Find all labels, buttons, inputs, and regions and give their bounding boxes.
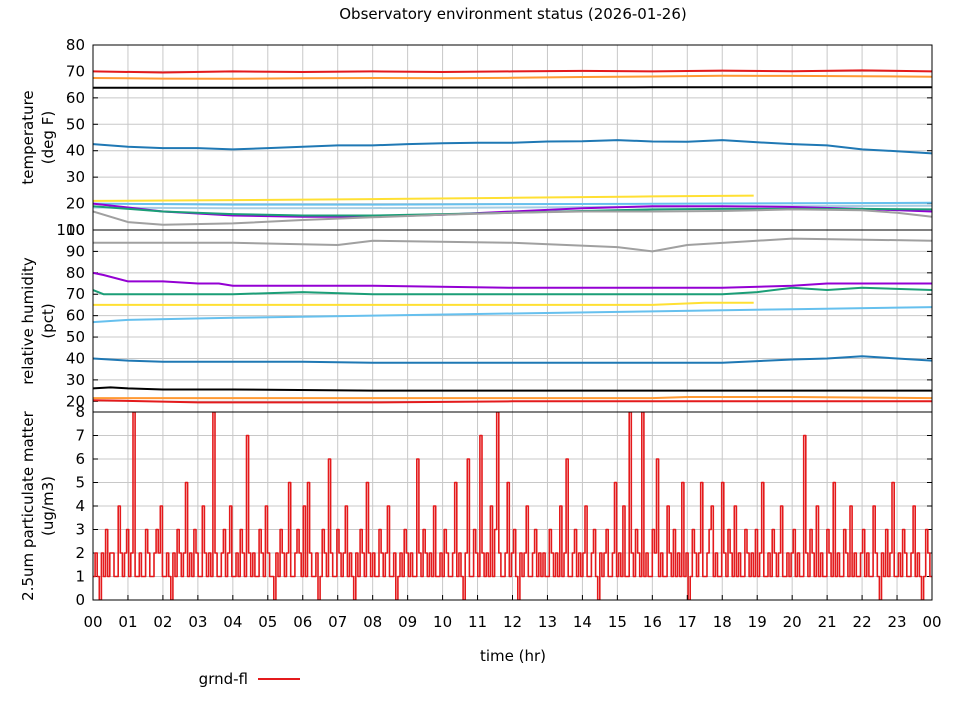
x-tick-label: 08 [363, 613, 382, 631]
y-tick-label: 40 [66, 349, 85, 367]
x-tick-label: 16 [643, 613, 662, 631]
y-tick-label: 0 [75, 591, 85, 609]
x-tick-label: 00 [83, 613, 102, 631]
series-line-temperature-0 [93, 69, 932, 74]
y-tick-label: 10 [66, 221, 85, 239]
x-tick-label: 21 [818, 613, 837, 631]
x-tick-label: 23 [887, 613, 906, 631]
x-axis-label: time (hr) [480, 647, 546, 665]
series-line-temperature-3 [93, 139, 932, 155]
x-tick-label: 07 [328, 613, 347, 631]
series-line-humidity-1 [93, 271, 932, 289]
y-tick-label: 30 [66, 371, 85, 389]
y-tick-label: 70 [66, 285, 85, 303]
y-tick-label: 20 [66, 392, 85, 410]
y-tick-label: 100 [56, 221, 85, 239]
y-tick-label: 4 [75, 497, 85, 515]
y-axis-label-line: relative humidity [19, 257, 37, 385]
x-tick-label: 18 [713, 613, 732, 631]
y-tick-label: 70 [66, 62, 85, 80]
series-line-humidity-0 [93, 237, 932, 253]
series-line-temperature-7 [93, 202, 932, 218]
y-tick-label: 60 [66, 307, 85, 325]
series-line-temperature-5 [93, 201, 932, 206]
x-tick-label: 06 [293, 613, 312, 631]
y-tick-label: 50 [66, 115, 85, 133]
x-tick-label: 00 [922, 613, 941, 631]
y-tick-label: 60 [66, 89, 85, 107]
series-line-temperature-4 [93, 194, 754, 202]
y-tick-label: 40 [66, 142, 85, 160]
x-tick-label: 10 [433, 613, 452, 631]
x-tick-label: 12 [503, 613, 522, 631]
legend: grnd-fl [199, 670, 300, 688]
x-tick-label: 03 [188, 613, 207, 631]
y-tick-label: 8 [75, 403, 85, 421]
series-line-humidity-2 [93, 286, 932, 296]
y-axis-label-particulate: 2.5um particulate matter (ug/m3) [19, 410, 57, 600]
y-tick-label: 1 [75, 568, 85, 586]
x-tick-label: 04 [223, 613, 242, 631]
y-tick-label: 3 [75, 521, 85, 539]
panel-temperature: 80 70 60 50 40 30 20 10 temperature (deg F) [19, 36, 933, 239]
series-line-temperature-1 [93, 74, 932, 80]
series-line-humidity-5 [93, 355, 932, 364]
y-tick-label: 50 [66, 328, 85, 346]
series-line-humidity-6 [93, 386, 932, 392]
x-tick-label: 13 [538, 613, 557, 631]
y-tick-label: 5 [75, 474, 85, 492]
series-line-temperature-2 [93, 86, 932, 89]
y-axis-label-line: (pct) [39, 303, 57, 338]
x-tick-label: 20 [783, 613, 802, 631]
series-line-humidity-4 [93, 306, 932, 324]
x-tick-label: 09 [398, 613, 417, 631]
y-axis-label-temperature: temperature (deg F) [19, 90, 57, 184]
series-line-temperature-9 [93, 208, 932, 226]
series-line-humidity-7 [93, 396, 932, 400]
x-tick-label: 05 [258, 613, 277, 631]
y-tick-label: 80 [66, 264, 85, 282]
x-tick-label: 11 [468, 613, 487, 631]
y-axis-label-line: (deg F) [39, 111, 57, 164]
y-axis-label-line: temperature [19, 90, 37, 184]
y-tick-label: 30 [66, 168, 85, 186]
series-line-particulate-0 [93, 412, 932, 600]
x-tick-label: 17 [678, 613, 697, 631]
x-tick-label: 19 [748, 613, 767, 631]
y-tick-label: 80 [66, 36, 85, 54]
y-axis-label-humidity: relative humidity (pct) [19, 257, 57, 385]
y-tick-label: 2 [75, 544, 85, 562]
y-tick-label: 7 [75, 427, 85, 445]
panel-humidity: 100 90 80 70 60 50 40 30 20 relative humidity (pct… [19, 221, 933, 413]
y-tick-label: 90 [66, 242, 85, 260]
chart-title: Observatory environment status (2026-01-… [339, 5, 687, 23]
x-tick-label: 15 [608, 613, 627, 631]
x-tick-label: 02 [153, 613, 172, 631]
x-tick-label: 14 [573, 613, 592, 631]
y-tick-label: 6 [75, 450, 85, 468]
x-tick-label: 22 [853, 613, 872, 631]
y-axis-label-line: (ug/m3) [39, 476, 57, 536]
panel-particulate: 8 7 6 5 4 3 2 1 0 2.5um particulate matter (ug/m3) [19, 403, 933, 609]
y-axis-label-line: 2.5um particulate matter [19, 410, 37, 600]
legend-entry-grnd-fl: grnd-fl [199, 670, 248, 688]
series-line-humidity-8 [93, 399, 932, 404]
series-line-humidity-3 [93, 301, 754, 306]
y-tick-label: 20 [66, 195, 85, 213]
x-tick-label: 01 [118, 613, 137, 631]
